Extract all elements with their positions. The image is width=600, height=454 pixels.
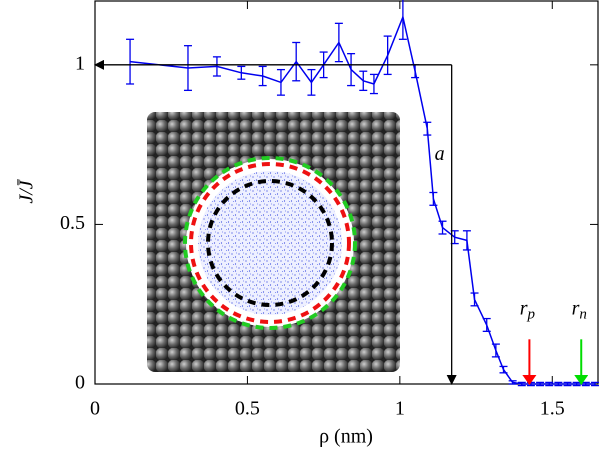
error-bar xyxy=(334,22,343,63)
y-tick-label: 0.5 xyxy=(60,212,85,234)
inset-image xyxy=(147,112,400,372)
error-bar xyxy=(499,365,508,374)
error-bar xyxy=(438,220,447,235)
y-tick-label: 1 xyxy=(75,52,85,74)
error-bar xyxy=(508,380,517,385)
y-axis-label: J/J̄ xyxy=(16,179,38,204)
error-bar xyxy=(554,381,563,387)
error-bar xyxy=(359,70,368,92)
error-bar xyxy=(258,65,267,87)
x-axis-label: ρ (nm) xyxy=(319,426,373,448)
error-bar xyxy=(545,381,554,387)
error-bar xyxy=(292,41,301,82)
error-bar xyxy=(347,53,356,87)
annotation-label: a xyxy=(435,142,445,164)
error-bar xyxy=(398,0,407,40)
error-bar xyxy=(307,68,316,96)
annotation-subscript: n xyxy=(579,307,587,323)
annotation-label: rp xyxy=(520,297,536,323)
x-tick-label: 1 xyxy=(395,398,405,420)
error-bar xyxy=(212,56,221,77)
x-tick-label: 0 xyxy=(90,398,100,420)
error-bar xyxy=(429,191,438,206)
annotation-label: rn xyxy=(572,297,587,323)
error-bar xyxy=(462,230,471,251)
x-tick-label: 1.5 xyxy=(540,398,565,420)
error-bar xyxy=(383,35,392,76)
y-tick-label: 0 xyxy=(75,372,85,394)
error-bar xyxy=(126,38,135,85)
error-bar xyxy=(423,121,432,136)
plot-frame xyxy=(94,0,599,385)
error-bar xyxy=(563,381,572,387)
error-bar xyxy=(482,317,491,332)
error-bar xyxy=(411,64,420,79)
error-bar xyxy=(369,73,378,95)
error-bar xyxy=(491,343,500,358)
error-bar xyxy=(470,292,479,307)
error-bar xyxy=(237,65,246,80)
error-bar xyxy=(276,68,285,96)
annotation-text: r xyxy=(520,297,528,319)
error-bar xyxy=(536,381,545,387)
error-bar xyxy=(590,381,599,387)
error-bar xyxy=(183,45,192,92)
annotation-subscript: p xyxy=(527,307,536,323)
annotation-text: a xyxy=(435,142,445,164)
annotation-text: r xyxy=(572,297,580,319)
x-tick-label: 0.5 xyxy=(235,398,260,420)
